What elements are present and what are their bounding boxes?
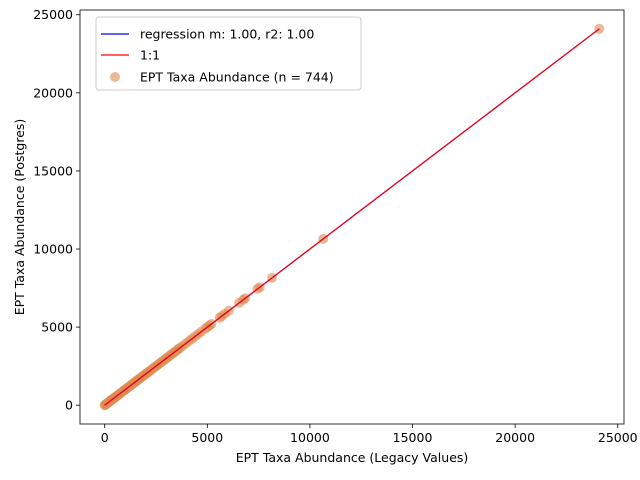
x-tick-label: 5000: [191, 430, 223, 445]
legend-regression-label: regression m: 1.00, r2: 1.00: [140, 27, 314, 42]
legend-points-swatch: [110, 72, 120, 82]
y-tick-label: 20000: [33, 85, 73, 100]
y-tick-label: 0: [65, 398, 73, 413]
legend: regression m: 1.00, r2: 1.00 1:1 EPT Tax…: [95, 16, 362, 91]
legend-points-label: EPT Taxa Abundance (n = 744): [140, 70, 334, 85]
y-tick-label: 10000: [33, 242, 73, 257]
x-tick-label: 15000: [393, 430, 433, 445]
x-tick-label: 0: [101, 430, 109, 445]
y-tick-label: 15000: [33, 163, 73, 178]
legend-identity-label: 1:1: [140, 48, 160, 63]
y-axis: 0 5000 10000 15000 20000 25000: [33, 7, 80, 413]
y-tick-label: 25000: [33, 7, 73, 22]
y-tick-label: 5000: [41, 320, 73, 335]
plot-frame: [79, 9, 625, 425]
y-axis-label: EPT Taxa Abundance (Postgres): [12, 119, 27, 316]
x-tick-label: 10000: [290, 430, 330, 445]
identity-line: [104, 28, 600, 406]
x-axis-label: EPT Taxa Abundance (Legacy Values): [236, 450, 469, 465]
chart-lines: [104, 28, 600, 406]
x-tick-label: 20000: [495, 430, 535, 445]
legend-box: [95, 16, 362, 91]
x-axis: 0 5000 10000 15000 20000 25000: [101, 424, 638, 445]
x-tick-label: 25000: [598, 430, 638, 445]
